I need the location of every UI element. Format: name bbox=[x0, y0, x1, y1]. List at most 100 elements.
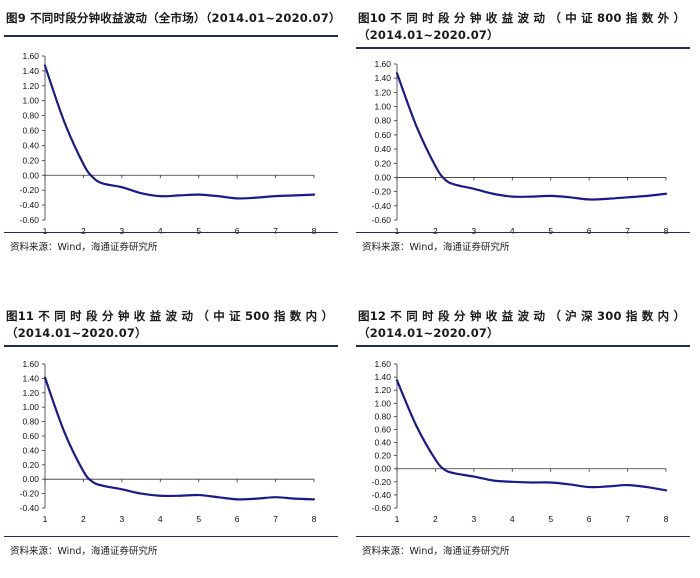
chart-panel-11: 图11 不 同 时 段 分 钟 收 益 波 动 （ 中 证 500 指 数 内 … bbox=[0, 308, 340, 578]
y-tick-label: -0.20 bbox=[372, 477, 392, 487]
title-rule bbox=[356, 345, 690, 347]
y-tick-label: 0.20 bbox=[22, 155, 39, 165]
y-tick-label: 1.20 bbox=[374, 87, 391, 97]
series-line bbox=[395, 379, 668, 492]
x-tick-label: 5 bbox=[196, 514, 201, 524]
title-rule bbox=[4, 345, 338, 347]
line-chart: 1.60 1.40 1.20 1.00 0.80 0.60 0.40 0.20 0.00 -0.2… bbox=[372, 59, 669, 236]
line-chart: 1.60 1.40 1.20 1.00 0.80 0.60 0.40 0.20 0.00 -0.2… bbox=[20, 359, 317, 524]
x-tick-label: 8 bbox=[664, 226, 669, 236]
y-tick-label: -0.40 bbox=[372, 490, 392, 500]
source-rule bbox=[356, 232, 690, 233]
y-tick-label: 0.80 bbox=[374, 116, 391, 126]
x-tick-label: 2 bbox=[81, 226, 86, 236]
y-tick-label: 0.40 bbox=[22, 445, 39, 455]
x-tick-label: 3 bbox=[119, 226, 124, 236]
y-tick-label: 1.00 bbox=[374, 102, 391, 112]
x-tick-label: 5 bbox=[196, 226, 201, 236]
panel-title-line: 图9 不同时段分钟收益波动（全市场）（2014.01~2020.07） bbox=[6, 11, 341, 25]
y-tick-label: 0.00 bbox=[22, 474, 39, 484]
y-tick-label: 0.80 bbox=[22, 417, 39, 427]
y-tick-label: 0.80 bbox=[374, 411, 391, 421]
series-line bbox=[43, 64, 316, 200]
y-tick-label: -0.20 bbox=[20, 185, 40, 195]
y-tick-label: 1.60 bbox=[22, 359, 39, 369]
y-tick-label: 0.40 bbox=[22, 140, 39, 150]
panel-title-line: 图10 不 同 时 段 分 钟 收 益 波 动 （ 中 证 800 指 数 外 … bbox=[358, 11, 686, 25]
y-tick-label: 1.60 bbox=[374, 359, 391, 369]
x-tick-label: 7 bbox=[625, 226, 630, 236]
y-tick-label: 0.40 bbox=[374, 438, 391, 448]
y-tick-label: 1.40 bbox=[374, 372, 391, 382]
y-tick-label: 0.60 bbox=[22, 431, 39, 441]
x-tick-label: 8 bbox=[312, 226, 317, 236]
series-line bbox=[395, 72, 668, 201]
y-tick-label: -0.60 bbox=[372, 503, 392, 513]
x-tick-label: 4 bbox=[510, 514, 515, 524]
y-tick-label: 1.20 bbox=[22, 388, 39, 398]
x-tick-label: 8 bbox=[664, 514, 669, 524]
x-tick-label: 1 bbox=[43, 514, 48, 524]
x-tick-label: 2 bbox=[81, 514, 86, 524]
y-tick-label: 1.60 bbox=[374, 59, 391, 69]
y-tick-label: 0.60 bbox=[22, 126, 39, 136]
source-rule bbox=[4, 232, 338, 233]
y-tick-label: 0.00 bbox=[374, 464, 391, 474]
y-tick-label: 1.40 bbox=[22, 373, 39, 383]
panel-title: 图11 不 同 时 段 分 钟 收 益 波 动 （ 中 证 500 指 数 内 … bbox=[6, 308, 336, 342]
y-tick-label: 0.20 bbox=[374, 158, 391, 168]
panel-title-line: （2014.01~2020.07） bbox=[358, 326, 499, 340]
x-tick-label: 1 bbox=[43, 226, 48, 236]
source-note: 资料来源：Wind，海通证券研究所 bbox=[10, 242, 158, 253]
x-tick-label: 3 bbox=[471, 514, 476, 524]
panel-title: 图10 不 同 时 段 分 钟 收 益 波 动 （ 中 证 800 指 数 外 … bbox=[358, 10, 688, 44]
y-tick-label: 0.80 bbox=[22, 111, 39, 121]
y-tick-label: 1.00 bbox=[22, 402, 39, 412]
y-tick-label: 0.60 bbox=[374, 130, 391, 140]
x-tick-label: 7 bbox=[625, 514, 630, 524]
y-tick-label: -0.60 bbox=[372, 215, 392, 225]
y-tick-label: -0.40 bbox=[372, 201, 392, 211]
y-tick-label: -0.20 bbox=[20, 489, 40, 499]
x-tick-label: 7 bbox=[273, 514, 278, 524]
y-tick-label: 0.20 bbox=[374, 451, 391, 461]
y-tick-label: 1.00 bbox=[22, 96, 39, 106]
y-tick-label: -0.40 bbox=[20, 503, 40, 513]
x-tick-label: 6 bbox=[235, 514, 240, 524]
series-line bbox=[43, 376, 316, 501]
x-tick-label: 4 bbox=[158, 514, 163, 524]
y-tick-label: 0.00 bbox=[374, 172, 391, 182]
y-tick-label: 0.20 bbox=[22, 460, 39, 470]
y-tick-label: 1.00 bbox=[374, 398, 391, 408]
y-tick-label: 1.40 bbox=[374, 73, 391, 83]
source-note: 资料来源：Wind，海通证券研究所 bbox=[362, 242, 510, 253]
y-tick-label: 0.00 bbox=[22, 170, 39, 180]
x-tick-label: 5 bbox=[548, 226, 553, 236]
panel-title-line: （2014.01~2020.07） bbox=[6, 326, 147, 340]
x-tick-label: 6 bbox=[587, 226, 592, 236]
x-tick-label: 2 bbox=[433, 514, 438, 524]
x-tick-label: 1 bbox=[395, 226, 400, 236]
panel-title-line: （2014.01~2020.07） bbox=[358, 28, 499, 42]
y-tick-label: 1.20 bbox=[374, 385, 391, 395]
x-tick-label: 6 bbox=[587, 514, 592, 524]
panel-title-line: 图11 不 同 时 段 分 钟 收 益 波 动 （ 中 证 500 指 数 内 … bbox=[6, 309, 334, 323]
panel-title: 图12 不 同 时 段 分 钟 收 益 波 动 （ 沪 深 300 指 数 内 … bbox=[358, 308, 688, 342]
y-tick-label: 0.60 bbox=[374, 424, 391, 434]
source-rule bbox=[356, 536, 690, 537]
y-tick-label: 1.20 bbox=[22, 81, 39, 91]
y-tick-label: 1.40 bbox=[22, 66, 39, 76]
y-tick-label: -0.40 bbox=[20, 200, 40, 210]
y-tick-label: -0.20 bbox=[372, 187, 392, 197]
title-rule bbox=[356, 47, 690, 49]
source-note: 资料来源：Wind，海通证券研究所 bbox=[10, 546, 158, 557]
panel-title-line: 图12 不 同 时 段 分 钟 收 益 波 动 （ 沪 深 300 指 数 内 … bbox=[358, 309, 686, 323]
x-tick-label: 8 bbox=[312, 514, 317, 524]
y-tick-label: 0.40 bbox=[374, 144, 391, 154]
x-tick-label: 3 bbox=[471, 226, 476, 236]
chart-panel-12: 图12 不 同 时 段 分 钟 收 益 波 动 （ 沪 深 300 指 数 内 … bbox=[352, 308, 692, 578]
x-tick-label: 6 bbox=[235, 226, 240, 236]
source-rule bbox=[4, 536, 338, 537]
panel-title: 图9 不同时段分钟收益波动（全市场）（2014.01~2020.07） bbox=[6, 10, 341, 27]
x-tick-label: 4 bbox=[158, 226, 163, 236]
